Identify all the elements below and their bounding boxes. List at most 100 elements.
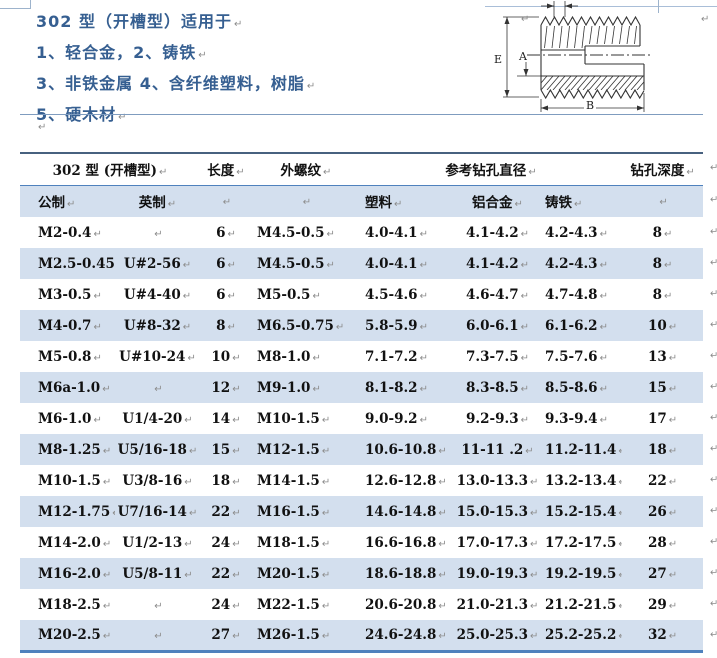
cell-plastic: 4.0-4.1 ↵ <box>365 255 428 272</box>
pilcrow-mark: ↵ <box>520 228 529 240</box>
pilcrow-mark: ↵ <box>233 19 243 30</box>
dim-label-a: A <box>518 50 528 63</box>
cell-cast-iron: 15.2-15.4↵ <box>540 496 622 527</box>
header-ext-thread: 外螺纹 ↵ <box>280 163 332 180</box>
pilcrow-mark: ↵ <box>664 290 673 302</box>
row-end-mark: ↵ <box>710 443 717 454</box>
pilcrow-mark: ↵ <box>67 199 76 211</box>
pilcrow-mark: ↵ <box>419 290 428 302</box>
cell-imperial: U#2-56 ↵ <box>123 255 192 272</box>
pilcrow-mark: ↵ <box>93 228 102 240</box>
cell-cast-iron: 7.5-7.6 ↵ <box>545 348 608 365</box>
cell-cast-iron: 11.2-11.4↵ <box>540 434 622 465</box>
pilcrow-mark: ↵ <box>232 630 241 642</box>
cell-cast-iron: 6.1-6.2 ↵ <box>545 317 608 334</box>
cell-ext-thread: M12-1.5 ↵ <box>257 441 331 458</box>
pilcrow-mark: ↵ <box>618 601 622 612</box>
pilcrow-mark: ↵ <box>529 569 539 581</box>
pilcrow-mark: ↵ <box>528 167 537 179</box>
pilcrow-mark: ↵ <box>154 600 163 612</box>
cell-length: 12 ↵ <box>211 379 241 396</box>
row-end-mark: ↵ <box>710 319 717 330</box>
cell-aluminum: 19.0-19.3 ↵ <box>456 565 539 582</box>
pilcrow-mark: ↵ <box>93 290 102 302</box>
cell-length: 18 ↵ <box>211 472 241 489</box>
header-drill-depth: 钻孔深度 ↵ <box>630 163 695 180</box>
pilcrow-mark: ↵ <box>529 476 539 488</box>
pilcrow-mark: ↵ <box>529 600 539 612</box>
text-boundary-mark <box>485 6 717 7</box>
intro-item: 5、硬木材 ↵ <box>36 105 127 124</box>
pilcrow-mark: ↵ <box>154 630 163 642</box>
cell-ext-thread: M20-1.5 ↵ <box>257 565 331 582</box>
table-header-row-1: 302 型 (开槽型) ↵ 长度 ↵ 外螺纹 ↵ 参考钻孔直径 ↵ 钻孔深度 ↵ <box>20 153 704 185</box>
pilcrow-mark: ↵ <box>394 199 403 211</box>
pilcrow-mark: ↵ <box>321 630 331 642</box>
cell-metric: M3-0.5 ↵ <box>38 286 102 303</box>
cell-ext-thread: M5-0.5 ↵ <box>257 286 321 303</box>
pilcrow-mark: ↵ <box>686 167 695 179</box>
pilcrow-mark: ↵ <box>668 321 678 333</box>
pilcrow-mark: ↵ <box>599 228 608 240</box>
pilcrow-mark: ↵ <box>701 14 710 25</box>
table-row: M20-2.5 ↵ ↵ 27 ↵ M26-1.5 ↵ 24.6-24.8 ↵ 25.0-25.3 ↵… <box>20 620 704 651</box>
table-body: M2-0.4 ↵ ↵ 6 ↵ M4.5-0.5 ↵ 4.0-4.1 ↵ 4.1-4.2 ↵ 4.2-4… <box>20 217 704 651</box>
row-end-mark: ↵ <box>710 381 717 392</box>
cell-depth: 28 ↵ <box>647 534 678 551</box>
cell-metric: M6a-1.0 ↵ <box>38 379 111 396</box>
cell-ext-thread: M10-1.5 ↵ <box>257 410 331 427</box>
cell-depth: 17 ↵ <box>647 410 678 427</box>
cell-plastic: 10.6-10.8 ↵ <box>365 441 447 458</box>
pilcrow-mark: ↵ <box>102 569 112 581</box>
pilcrow-mark: ↵ <box>102 445 112 457</box>
table-header-row-2: 公制 ↵ 英制 ↵ ↵ ↵ 塑料 ↵ 铝合金 ↵ 铸铁 ↵ ↵ <box>20 185 704 217</box>
cell-ext-thread: M9-1.0 ↵ <box>257 379 321 396</box>
pilcrow-mark: ↵ <box>520 321 529 333</box>
pilcrow-mark: ↵ <box>321 538 331 550</box>
header-empty: ↵ <box>252 185 360 217</box>
cell-length: 24 ↵ <box>211 534 241 551</box>
cell-plastic: 4.0-4.1 ↵ <box>365 224 428 241</box>
pilcrow-mark: ↵ <box>321 414 331 426</box>
pilcrow-mark: ↵ <box>232 352 241 364</box>
pilcrow-mark: ↵ <box>668 445 678 457</box>
cell-imperial: ↵ <box>115 620 200 651</box>
pilcrow-mark: ↵ <box>232 383 241 395</box>
text-boundary-mark <box>30 0 31 9</box>
cell-depth: 22 ↵ <box>647 472 678 489</box>
pilcrow-mark: ↵ <box>668 538 678 550</box>
pilcrow-mark: ↵ <box>520 290 529 302</box>
table-row: M2.5-0.45↵ U#2-56↵ 6↵ M4.5-0.5↵ 4.0-4.1↵ 4.1-… <box>20 248 704 279</box>
pilcrow-mark: ↵ <box>520 352 529 364</box>
pilcrow-mark: ↵ <box>529 630 539 642</box>
pilcrow-mark: ↵ <box>668 507 678 519</box>
header-cast-iron: 铸铁 ↵ <box>545 195 583 212</box>
cell-ext-thread: M4.5-0.5 ↵ <box>257 255 335 272</box>
pilcrow-mark: ↵ <box>312 352 321 364</box>
cell-imperial: ↵ <box>115 217 200 248</box>
pilcrow-mark: ↵ <box>438 630 447 642</box>
pilcrow-mark: ↵ <box>520 414 529 426</box>
header-imperial: 英制 ↵ <box>138 195 177 212</box>
cell-imperial: U7/16-14 ↵ <box>117 503 198 520</box>
cell-depth: 18 ↵ <box>647 441 678 458</box>
cell-cast-iron: 13.2-13.4↵ <box>540 465 622 496</box>
cell-ext-thread: M26-1.5 ↵ <box>257 626 331 643</box>
pilcrow-mark: ↵ <box>232 507 241 519</box>
pilcrow-mark: ↵ <box>419 321 428 333</box>
pilcrow-mark: ↵ <box>574 199 583 211</box>
cell-length: 22 ↵ <box>211 565 241 582</box>
pilcrow-mark: ↵ <box>112 508 115 519</box>
pilcrow-mark: ↵ <box>38 122 47 133</box>
header-empty: ↵ <box>200 185 252 217</box>
cell-plastic: 24.6-24.8 ↵ <box>365 626 447 643</box>
pilcrow-mark: ↵ <box>321 445 331 457</box>
pilcrow-mark: ↵ <box>184 476 193 488</box>
intro-block: 302 型（开槽型）适用于 ↵ 1、轻合金，2、铸铁 ↵ 3、非铁金属 4、含纤维塑… <box>36 8 315 132</box>
cell-plastic: 14.6-14.8 ↵ <box>365 503 447 520</box>
pilcrow-mark: ↵ <box>182 259 192 271</box>
pilcrow-mark: ↵ <box>668 414 678 426</box>
row-end-mark: ↵ <box>710 629 717 640</box>
pilcrow-mark: ↵ <box>529 538 539 550</box>
